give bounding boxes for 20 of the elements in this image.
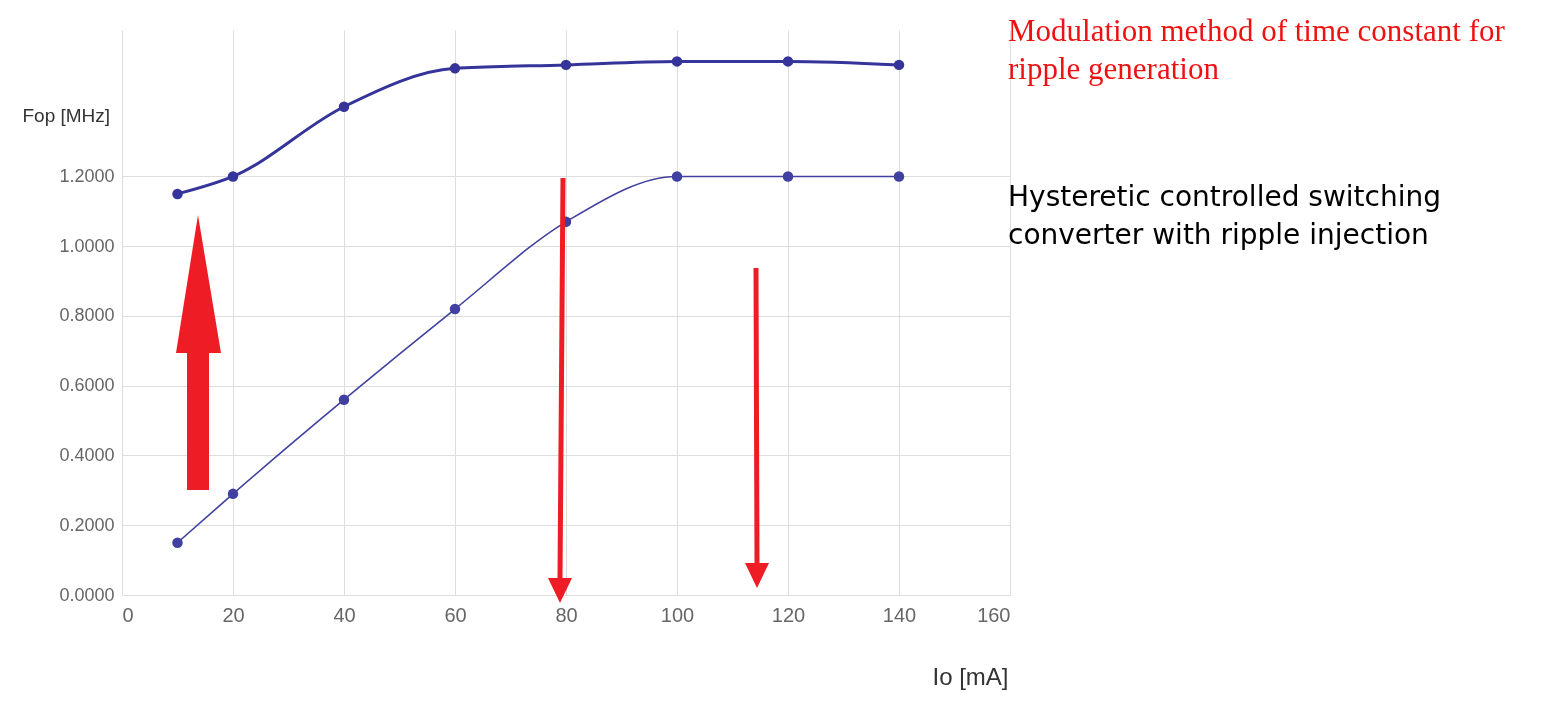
x-tick-label: 0 xyxy=(122,603,134,626)
x-tick-label: 60 xyxy=(444,603,467,626)
y-axis-title: Fop [MHz] xyxy=(22,104,111,126)
x-tick-label: 100 xyxy=(660,603,695,626)
y-tick-label: 0.2000 xyxy=(59,514,115,535)
x-tick-label: 80 xyxy=(555,603,578,626)
annotation: Hysteretic controlled switching converter with ripple injection xyxy=(1008,179,1442,253)
x-tick-label: 160 xyxy=(977,603,1011,626)
y-tick-label: 0.6000 xyxy=(59,375,115,396)
y-tick-label: 0.8000 xyxy=(59,305,115,326)
x-axis-title: Io [mA] xyxy=(932,662,1009,690)
y-tick-label: 1.0000 xyxy=(59,235,115,256)
x-tick-label: 20 xyxy=(222,603,245,626)
y-tick-label: 1.2000 xyxy=(59,165,115,186)
x-tick-label: 140 xyxy=(882,603,917,626)
annotation: Modulation method of time constant for ripple generation xyxy=(1008,12,1506,88)
y-tick-label: 0.4000 xyxy=(59,444,115,465)
x-tick-label: 40 xyxy=(333,603,356,626)
x-tick-label: 120 xyxy=(771,603,806,626)
y-tick-label: 0.0000 xyxy=(59,584,115,605)
